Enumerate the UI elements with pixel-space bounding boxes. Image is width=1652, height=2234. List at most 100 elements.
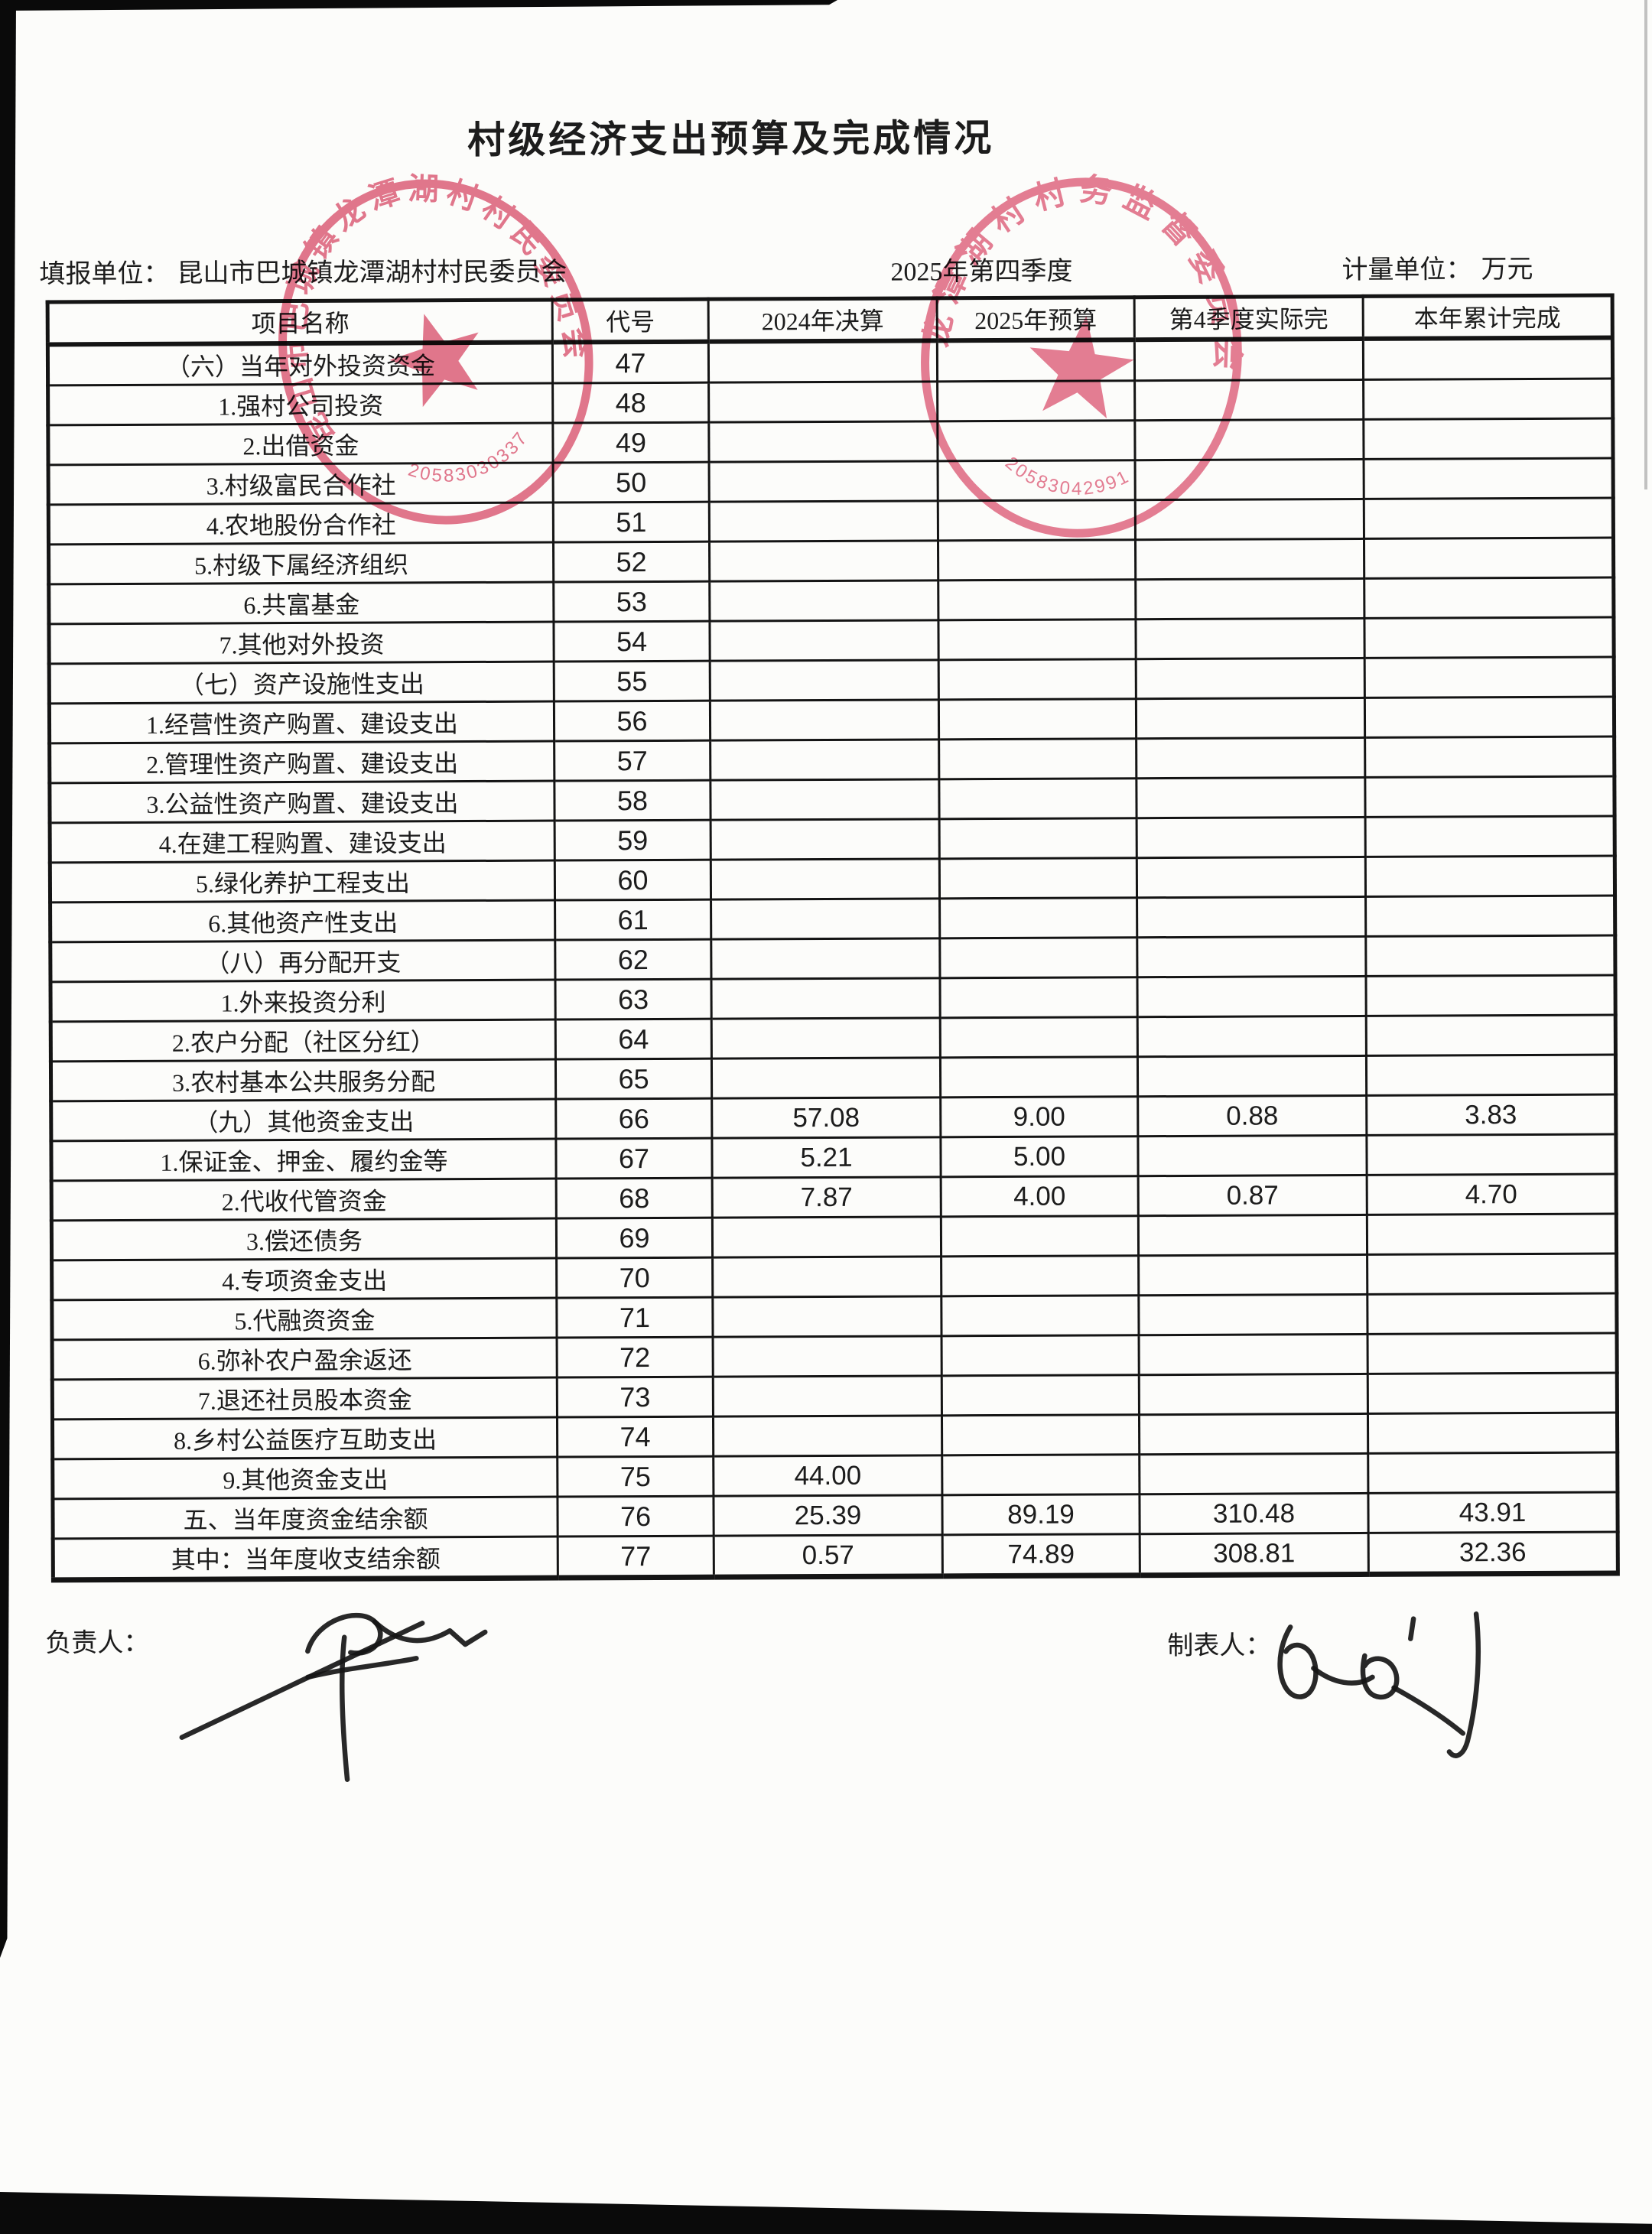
- value-cell: [708, 421, 938, 463]
- item-name-cell: 1.外来投资分利: [50, 980, 556, 1022]
- item-code-cell: 61: [554, 899, 711, 941]
- value-cell: [1364, 577, 1614, 619]
- item-name-cell: 6.其他资产性支出: [50, 900, 555, 942]
- item-name-cell: 1.保证金、押金、履约金等: [50, 1139, 557, 1181]
- value-cell: [1364, 617, 1615, 658]
- value-cell: 0.88: [1137, 1095, 1367, 1137]
- item-code-cell: 58: [554, 780, 711, 821]
- value-cell: 57.08: [711, 1097, 941, 1139]
- value-cell: [712, 1256, 941, 1298]
- value-cell: [1366, 1014, 1616, 1056]
- value-cell: [1367, 1253, 1617, 1295]
- item-name-cell: （八）再分配开支: [50, 940, 555, 982]
- value-cell: [938, 778, 1137, 819]
- item-code-cell: 62: [554, 939, 711, 980]
- value-cell: [1364, 458, 1614, 499]
- tabulator-signature: [1277, 1611, 1481, 1758]
- item-name-cell: 1.强村公司投资: [47, 383, 553, 425]
- table-row: 3.农村基本公共服务分配 65: [50, 1054, 1616, 1101]
- item-name-cell: 2.代收代管资金: [51, 1179, 557, 1221]
- col-header-item-name: 项目名称: [47, 300, 553, 345]
- item-code-cell: 50: [553, 462, 710, 503]
- value-cell: [941, 1295, 1140, 1336]
- value-cell: [1134, 379, 1364, 421]
- value-cell: [939, 818, 1137, 859]
- value-cell: [939, 937, 1137, 978]
- value-cell: [709, 460, 938, 502]
- item-code-cell: 47: [552, 341, 709, 384]
- value-cell: [1138, 1215, 1367, 1256]
- item-name-cell: 9.其他资金支出: [52, 1457, 558, 1499]
- value-cell: [711, 977, 941, 1019]
- value-cell: [1134, 419, 1364, 460]
- item-name-cell: 2.管理性资产购置、建设支出: [49, 741, 554, 783]
- value-cell: [1364, 657, 1615, 698]
- value-cell: 0.57: [714, 1534, 943, 1578]
- item-code-cell: 66: [555, 1098, 712, 1140]
- value-cell: [1364, 697, 1615, 738]
- item-code-cell: 65: [555, 1058, 712, 1100]
- value-cell: [1363, 379, 1613, 420]
- value-cell: [1135, 499, 1364, 540]
- value-cell: [1135, 578, 1364, 619]
- value-cell: [1135, 459, 1364, 500]
- value-cell: [938, 698, 1137, 740]
- table-row: 6.弥补农户盈余返还 72: [52, 1332, 1618, 1380]
- value-cell: [711, 818, 940, 860]
- value-cell: 5.00: [940, 1136, 1139, 1177]
- value-cell: [937, 380, 1135, 421]
- item-code-cell: 55: [554, 661, 711, 702]
- item-name-cell: 4.专项资金支出: [51, 1258, 557, 1300]
- item-name-cell: 五、当年度资金结余额: [52, 1497, 558, 1539]
- table-row: （六）当年对外投资资金 47: [47, 337, 1613, 385]
- value-cell: [940, 1016, 1138, 1058]
- item-name-cell: （六）当年对外投资资金: [47, 342, 553, 385]
- value-cell: [1137, 857, 1366, 898]
- value-cell: [1365, 816, 1615, 857]
- value-cell: [1137, 1016, 1367, 1057]
- value-cell: [1136, 698, 1365, 739]
- item-code-cell: 74: [557, 1416, 714, 1458]
- value-cell: [1364, 538, 1614, 579]
- value-cell: [1364, 776, 1615, 818]
- value-cell: [1365, 855, 1615, 897]
- value-cell: [711, 1017, 941, 1059]
- item-code-cell: 51: [553, 502, 710, 543]
- value-cell: [710, 659, 939, 701]
- value-cell: 9.00: [940, 1096, 1138, 1137]
- table-row: 9.其他资金支出 75 44.00: [52, 1452, 1618, 1499]
- value-cell: [709, 619, 939, 662]
- value-cell: [711, 898, 940, 940]
- table-row: 2.代收代管资金 68 7.87 4.00 0.87 4.70: [51, 1173, 1617, 1221]
- value-cell: [1363, 337, 1613, 380]
- table-row: 3.公益性资产购置、建设支出 58: [49, 776, 1615, 823]
- item-code-cell: 52: [553, 541, 710, 583]
- item-code-cell: 53: [553, 581, 710, 623]
- value-cell: [1366, 1054, 1616, 1096]
- item-code-cell: 69: [556, 1218, 713, 1259]
- value-cell: [710, 699, 939, 741]
- value-cell: [1138, 1294, 1368, 1335]
- value-cell: [939, 857, 1137, 899]
- value-cell: [712, 1216, 941, 1258]
- measure-unit-value: 万元: [1481, 255, 1533, 285]
- table-row: 3.偿还债务 69: [51, 1213, 1617, 1260]
- responsible-signature: [179, 1613, 488, 1782]
- col-header-q4-actual: 第4季度实际完: [1134, 296, 1364, 340]
- value-cell: [1137, 976, 1367, 1017]
- table-row: 4.专项资金支出 70: [51, 1253, 1617, 1300]
- value-cell: 4.00: [941, 1176, 1139, 1217]
- item-name-cell: 7.退还社员股本资金: [52, 1377, 558, 1419]
- table-row: 1.经营性资产购置、建设支出 56: [49, 697, 1615, 743]
- table-row: 7.退还社员股本资金 73: [52, 1372, 1618, 1419]
- item-name-cell: 2.农户分配（社区分红）: [50, 1019, 556, 1062]
- table-row: 6.共富基金 53: [48, 577, 1614, 624]
- item-name-cell: （九）其他资金支出: [50, 1099, 556, 1141]
- value-cell: [939, 897, 1137, 938]
- measure-unit-label: 计量单位：: [1341, 255, 1472, 285]
- table-row: 2.农户分配（社区分红） 64: [50, 1014, 1616, 1062]
- value-cell: [1367, 1372, 1618, 1414]
- item-name-cell: 1.经营性资产购置、建设支出: [49, 701, 554, 743]
- value-cell: [1136, 737, 1365, 779]
- item-code-cell: 57: [554, 740, 711, 782]
